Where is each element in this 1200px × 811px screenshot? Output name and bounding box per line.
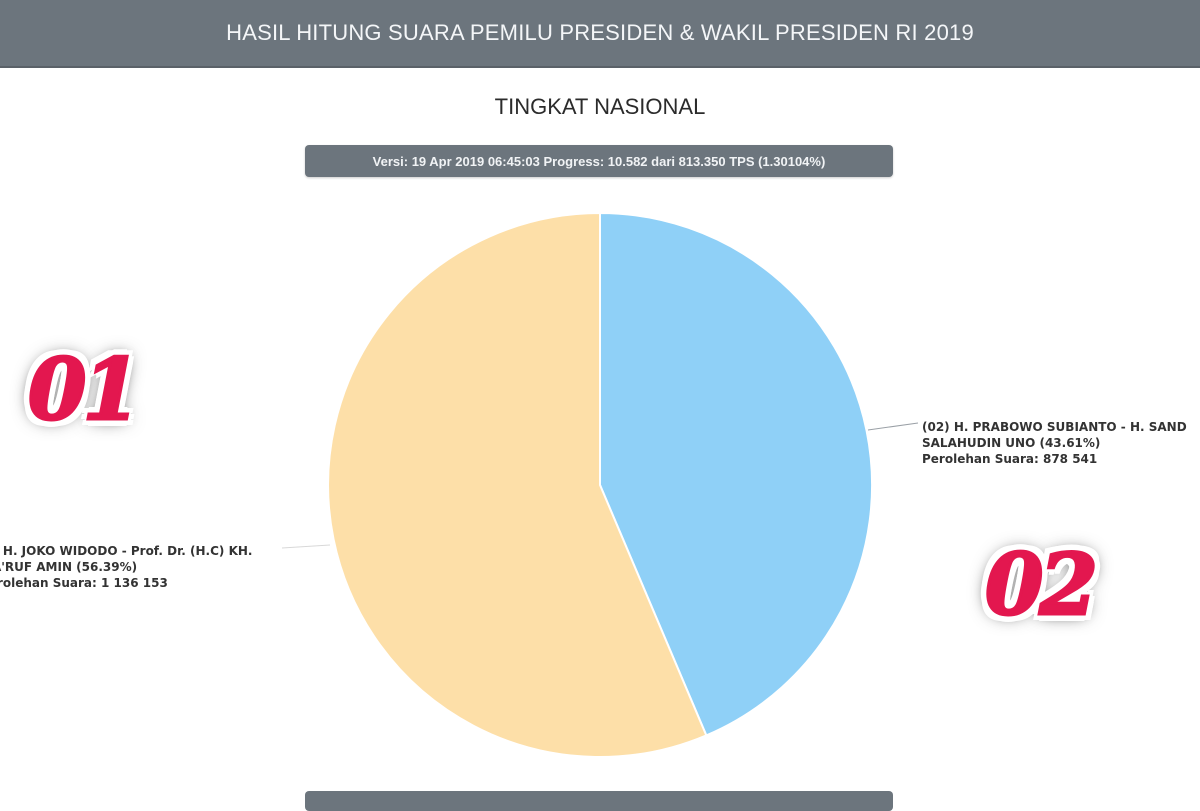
page-title: HASIL HITUNG SUARA PEMILU PRESIDEN & WAK…	[226, 20, 974, 45]
overlay-number-02: 02	[984, 534, 1100, 636]
label-02-votes: Perolehan Suara: 878 541	[922, 452, 1098, 466]
version-progress-badge: Versi: 19 Apr 2019 06:45:03 Progress: 10…	[305, 145, 893, 177]
chart-subtitle: TINGKAT NASIONAL	[494, 94, 706, 119]
slice-label-02: (02) H. PRABOWO SUBIANTO - H. SAND SALAH…	[922, 419, 1187, 467]
label-02-percent: SALAHUDIN UNO (43.61%)	[922, 436, 1101, 450]
pie-slice-01[interactable]	[327, 211, 708, 758]
overlay-number-01: 01	[27, 339, 143, 441]
label-01-votes: Perolehan Suara: 1 136 153	[0, 576, 168, 590]
pie-slice-02[interactable]	[599, 211, 873, 737]
label-01-name: Dr. H. JOKO WIDODO - Prof. Dr. (H.C) KH.	[0, 544, 253, 558]
bottom-bar	[305, 791, 893, 811]
slice-label-01: Dr. H. JOKO WIDODO - Prof. Dr. (H.C) KH.…	[0, 543, 252, 591]
leader-line-02	[867, 422, 919, 431]
label-02-name: (02) H. PRABOWO SUBIANTO - H. SAND	[922, 420, 1187, 434]
leader-line-01	[281, 544, 331, 549]
label-01-percent: MA'RUF AMIN (56.39%)	[0, 560, 138, 574]
header-bar: HASIL HITUNG SUARA PEMILU PRESIDEN & WAK…	[0, 0, 1200, 68]
